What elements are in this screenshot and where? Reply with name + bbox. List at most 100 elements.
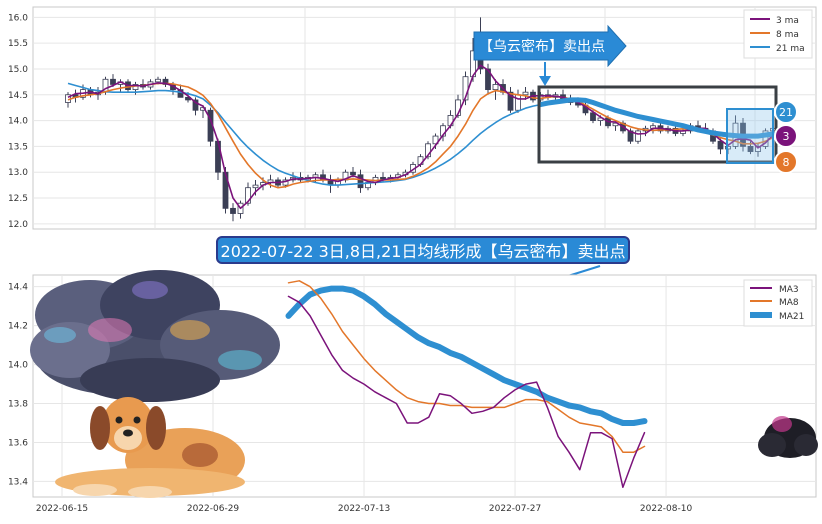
storm-cloud-illustration: [30, 270, 280, 402]
bottom-legend: MA3 MA8 MA21: [743, 279, 813, 327]
top-y-tick-label: 15.5: [8, 39, 28, 49]
bottom-y-tick-label: 13.8: [8, 400, 28, 410]
bottom-x-tick-label: 2022-06-29: [187, 504, 240, 514]
candle-body: [162, 78, 169, 85]
sell-point-banner-shape: [473, 24, 627, 68]
candle: [162, 76, 169, 88]
bottom-y-tick-label: 13.6: [8, 438, 28, 448]
candle-body: [245, 187, 251, 204]
candle: [627, 128, 634, 144]
bottom-y-tick-labels: 13.4 13.6 13.8 14.0 14.2 14.4: [8, 283, 28, 488]
top-legend: 3 ma 8 ma 21 ma: [743, 9, 813, 59]
dog-illustration: [55, 397, 245, 498]
top-y-tick-label: 14.5: [8, 91, 28, 101]
bottom-y-tick-label: 14.2: [8, 322, 28, 332]
candle-body: [252, 184, 259, 189]
bottom-legend-label-ma8: MA8: [779, 298, 799, 308]
top-y-tick-label: 15.0: [8, 65, 28, 75]
bottom-y-tick-label: 14.0: [8, 361, 28, 371]
bottom-x-tick-label: 2022-08-10: [640, 504, 693, 514]
candle-body: [485, 68, 491, 91]
candle-body: [717, 140, 724, 150]
candle-body: [522, 91, 529, 96]
candle-body: [230, 207, 236, 214]
bottom-x-tick-label: 2022-07-27: [489, 504, 541, 514]
badge-3: 3: [774, 124, 798, 148]
candle-body: [590, 112, 596, 121]
badge-8: 8: [774, 150, 798, 174]
bottom-line-ma3: [287, 295, 646, 489]
bottom-line-ma8: [287, 280, 646, 453]
bottom-x-tick-labels: 2022-06-15 2022-06-29 2022-07-13 2022-07-27…: [36, 504, 693, 514]
sell-point-banner-text: 【乌云密布】卖出点: [479, 38, 605, 55]
candle-body: [350, 171, 356, 176]
bottom-ma-lines: [285, 280, 648, 489]
candle: [507, 87, 514, 113]
top-y-tick-label: 13.5: [8, 142, 28, 152]
sell-point-arrow-head: [539, 76, 551, 86]
candle-body: [635, 130, 641, 142]
signal-box-small: [726, 108, 774, 164]
badge-21-label: 21: [779, 106, 793, 119]
candle: [357, 169, 364, 193]
candle-body: [762, 130, 769, 147]
top-y-tick-labels: 12.0 12.5 13.0 13.5 14.0 14.5 15.0 15.5 16.0: [8, 13, 28, 230]
bottom-line-ma21: [285, 285, 648, 426]
candle: [207, 107, 214, 147]
signal-box-large: [537, 85, 778, 164]
top-y-tick-label: 13.0: [8, 168, 28, 178]
bottom-y-tick-label: 14.4: [8, 283, 28, 293]
candle-body: [515, 94, 521, 111]
candle-body: [357, 174, 364, 189]
top-line-3ma: [67, 64, 774, 210]
candle: [192, 97, 199, 116]
top-legend-label-21ma: 21 ma: [776, 44, 805, 54]
candle: [635, 128, 641, 144]
bottom-legend-label-ma21: MA21: [779, 312, 804, 322]
candle-body: [155, 78, 161, 83]
candle-body: [627, 130, 634, 142]
top-y-tick-label: 14.0: [8, 117, 28, 127]
badge-8-label: 8: [783, 156, 790, 169]
candle: [717, 138, 724, 155]
sell-point-banner: 【乌云密布】卖出点: [473, 24, 627, 86]
badge-3-circle: [774, 124, 798, 148]
mid-annotation-banner: 2022-07-22 3日,8日,21日均线形成【乌云密布】卖出点: [216, 236, 630, 264]
candle-body: [110, 78, 116, 85]
bottom-x-tick-label: 2022-06-15: [36, 504, 88, 514]
bottom-x-tick-label: 2022-07-13: [338, 504, 390, 514]
top-y-tick-label: 16.0: [8, 13, 28, 23]
top-y-tick-label: 12.0: [8, 220, 28, 230]
candle: [522, 87, 529, 100]
candle-body: [747, 145, 754, 152]
top-line-8ma: [67, 82, 774, 189]
badge-3-label: 3: [783, 130, 790, 143]
top-plot-frame: [32, 6, 817, 230]
top-ma-lines: [67, 64, 776, 210]
bottom-legend-box: [743, 279, 813, 327]
top-legend-label-3ma: 3 ma: [776, 16, 799, 26]
bottom-legend-label-ma3: MA3: [779, 285, 799, 295]
badge-8-circle: [774, 150, 798, 174]
candle: [492, 79, 499, 100]
bottom-y-tick-label: 13.4: [8, 477, 28, 487]
top-line-21ma-highlight: [538, 97, 776, 139]
badge-21-circle: [774, 100, 798, 124]
candle-body: [755, 145, 761, 152]
candle: [485, 63, 491, 95]
candle-body: [507, 91, 514, 111]
candle: [762, 128, 769, 149]
candle: [230, 203, 236, 222]
candle-body: [425, 143, 431, 158]
candle: [755, 143, 761, 157]
candle-body: [192, 99, 199, 111]
small-dark-cloud-icon: [758, 416, 818, 458]
badge-21: 21: [774, 100, 798, 124]
top-y-tick-label: 12.5: [8, 194, 28, 204]
top-panel: 12.0 12.5 13.0 13.5 14.0 14.5 15.0 15.5 16.0 3 m…: [8, 6, 817, 230]
candle-body: [492, 84, 499, 91]
top-legend-label-8ma: 8 ma: [776, 30, 799, 40]
candle-body: [432, 135, 439, 145]
